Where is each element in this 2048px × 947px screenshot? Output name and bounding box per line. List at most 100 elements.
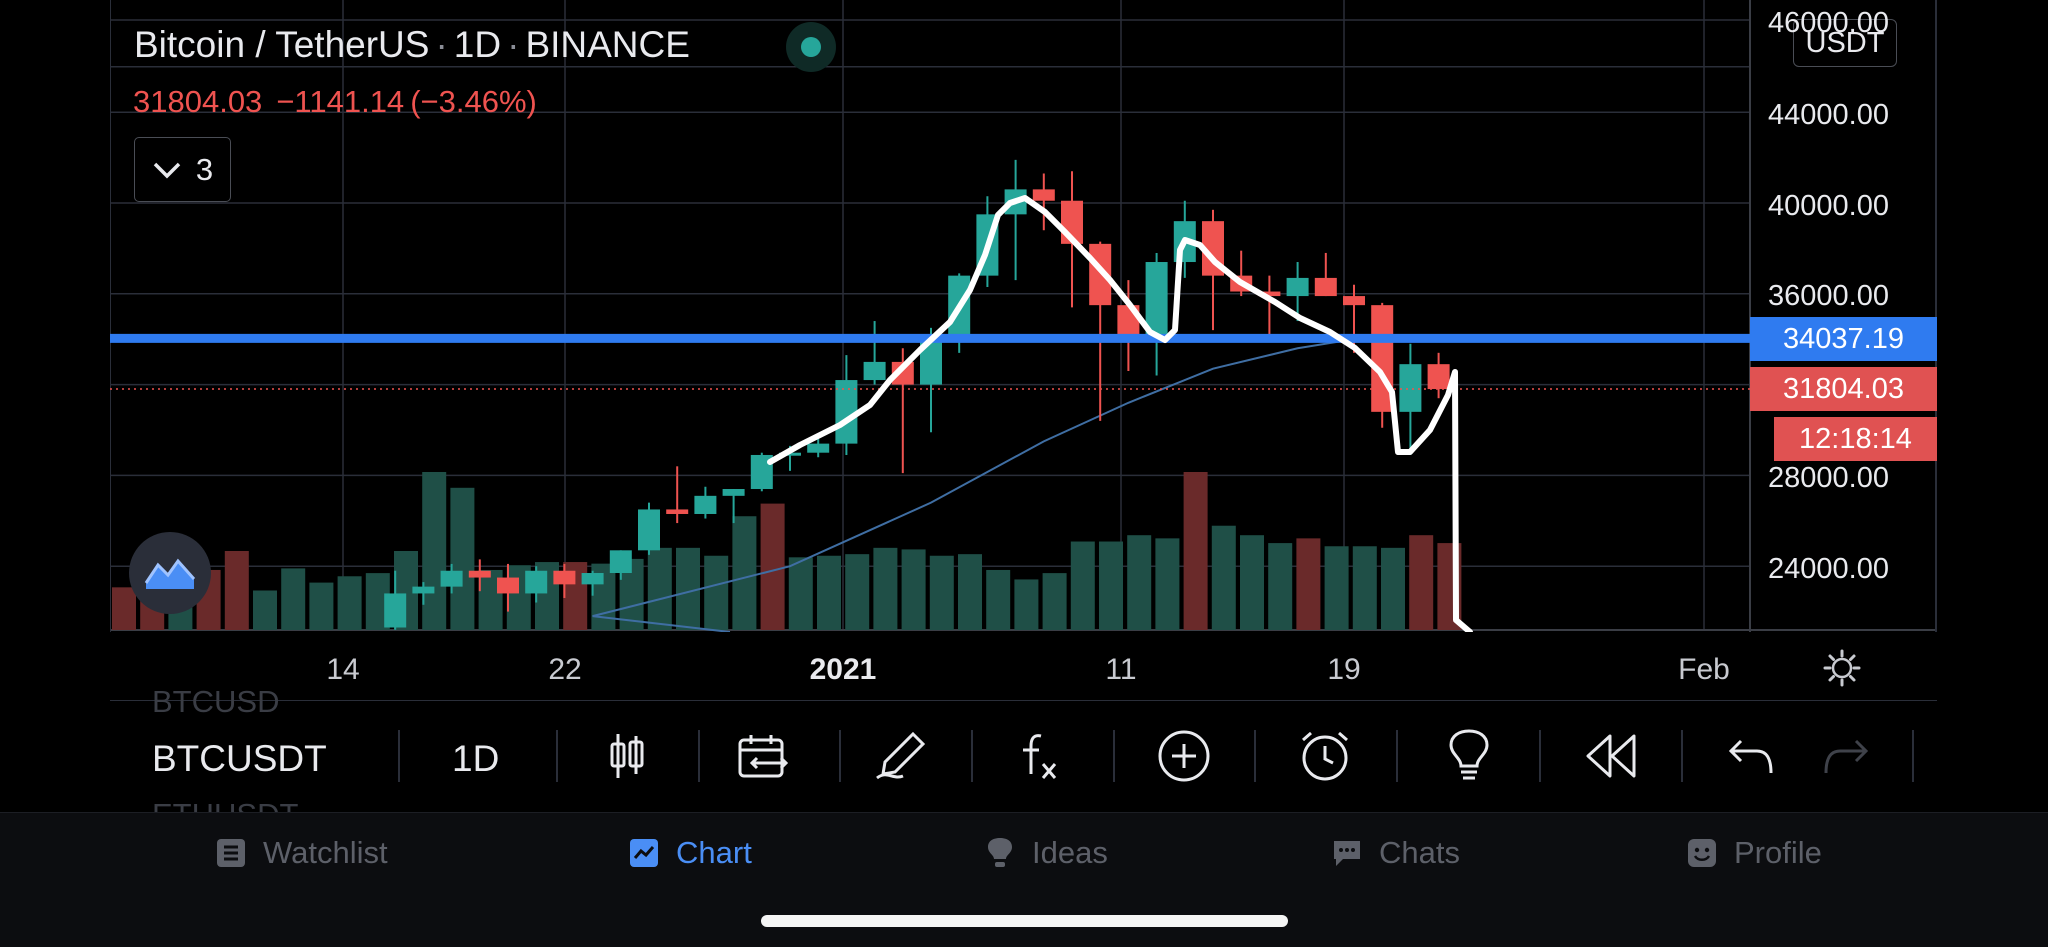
candle-body — [581, 573, 604, 585]
indicators-count: 3 — [195, 151, 214, 187]
replay-rewind-icon[interactable] — [1579, 730, 1641, 782]
symbol-picker-prev-item: BTCUSD — [152, 684, 280, 719]
volume-bar — [1183, 472, 1208, 630]
candle — [694, 486, 717, 519]
nav-watchlist[interactable]: Watchlist — [215, 835, 388, 871]
price-axis-label: 44000.00 — [1768, 99, 1889, 131]
volume-bar — [1014, 579, 1039, 630]
symbol-legend[interactable]: Bitcoin / TetherUS · 1D · BINANCE — [134, 24, 690, 66]
nav-chats[interactable]: Chats — [1331, 835, 1460, 871]
fx-indicators-icon[interactable] — [1010, 730, 1072, 782]
candle-body — [609, 550, 632, 574]
nav-ideas[interactable]: Ideas — [984, 835, 1108, 871]
candle — [1399, 343, 1422, 455]
volume-bar — [1240, 535, 1264, 630]
candle-body — [638, 509, 660, 551]
chart-style-button[interactable] — [129, 532, 211, 614]
price-chart[interactable] — [110, 0, 1937, 632]
time-axis-label: 22 — [548, 653, 582, 686]
candle-body — [1286, 277, 1309, 297]
price-axis-label: 36000.00 — [1768, 280, 1889, 312]
candle-body — [807, 443, 830, 453]
undo-icon[interactable] — [1720, 730, 1782, 782]
volume-bar — [873, 547, 898, 630]
candle — [1427, 352, 1450, 399]
candle-body — [891, 361, 914, 385]
volume-bar — [309, 582, 334, 630]
volume-bar — [760, 503, 785, 630]
candle — [1032, 173, 1055, 231]
volume-bar — [1409, 535, 1434, 630]
candle-body — [468, 570, 491, 578]
chevron-down-icon — [153, 162, 181, 178]
toolbar-divider — [1539, 730, 1541, 782]
interval-selector[interactable]: 1D — [452, 738, 500, 779]
toolbar-divider — [556, 730, 558, 782]
alarm-clock-icon[interactable] — [1294, 730, 1356, 782]
volume-bar — [224, 551, 249, 630]
volume-bar — [1127, 535, 1152, 630]
horizontal-line-price-tag[interactable]: 34037.19 — [1750, 317, 1937, 361]
symbol-selector[interactable]: BTCUSDT — [152, 738, 327, 779]
legend-values: 31804.03 −1141.14 (−3.46%) — [133, 84, 551, 120]
price-axis-label: 28000.00 — [1768, 462, 1889, 494]
indicators-collapse-button[interactable]: 3 — [134, 137, 231, 202]
volume-bar — [112, 587, 136, 630]
legend-interval: 1D — [453, 24, 502, 65]
candle-body — [440, 570, 463, 587]
moving-average-line — [592, 338, 1411, 632]
currency-button[interactable]: USDT — [1793, 19, 1897, 67]
market-open-indicator — [786, 22, 836, 72]
profile-icon — [1686, 837, 1718, 869]
volume-bar — [253, 590, 277, 630]
area-chart-icon — [144, 558, 196, 589]
settings-gear-icon[interactable] — [1822, 648, 1862, 688]
volume-bar — [1352, 546, 1377, 630]
volume-bar — [647, 547, 672, 630]
volume-bar — [929, 555, 954, 630]
volume-bar — [1211, 525, 1236, 630]
time-axis-label: Feb — [1678, 653, 1730, 686]
hand-drawn-annotation — [767, 195, 1473, 632]
calendar-range-icon[interactable] — [733, 730, 795, 782]
candle-body — [412, 586, 435, 594]
candle — [384, 570, 407, 630]
candle — [497, 563, 519, 612]
lightbulb-icon[interactable] — [1438, 729, 1500, 782]
candle — [581, 570, 604, 596]
drawing-pen-icon[interactable] — [870, 730, 932, 782]
chart-background — [110, 0, 1937, 632]
chats-icon — [1331, 837, 1363, 869]
add-circle-icon[interactable] — [1153, 730, 1215, 782]
price-axis-label: 46000.00 — [1768, 7, 1889, 39]
candle-body — [1032, 189, 1055, 201]
price-change-value: −1141.14 — [276, 84, 405, 119]
redo-icon[interactable] — [1815, 730, 1877, 782]
candle — [468, 559, 491, 592]
toolbar-divider — [1254, 730, 1256, 782]
watchlist-icon — [215, 837, 247, 869]
volume-bar — [1070, 541, 1095, 630]
time-axis-label: 19 — [1327, 653, 1361, 686]
candle — [1286, 262, 1309, 322]
volume-bar — [281, 568, 306, 630]
bar-countdown-tag: 12:18:14 — [1774, 417, 1937, 461]
volume-bar — [1381, 547, 1405, 630]
candle-body — [1145, 262, 1168, 337]
candle — [1145, 252, 1168, 376]
volume-bar — [450, 487, 475, 630]
price-change-percent: (−3.46%) — [410, 84, 537, 119]
candle — [1314, 252, 1337, 297]
chart-grid — [110, 0, 1750, 630]
toolbar-divider — [971, 730, 973, 782]
toolbar-divider — [698, 730, 700, 782]
nav-chart[interactable]: Chart — [628, 835, 752, 871]
nav-profile[interactable]: Profile — [1686, 835, 1822, 871]
candle — [609, 550, 632, 580]
chart-area[interactable] — [110, 0, 1937, 632]
candle-body — [750, 454, 773, 490]
candles-icon[interactable] — [596, 730, 658, 782]
nav-ideas-label: Ideas — [1032, 835, 1108, 870]
ideas-icon — [984, 837, 1016, 869]
legend-separator: · — [507, 24, 520, 65]
